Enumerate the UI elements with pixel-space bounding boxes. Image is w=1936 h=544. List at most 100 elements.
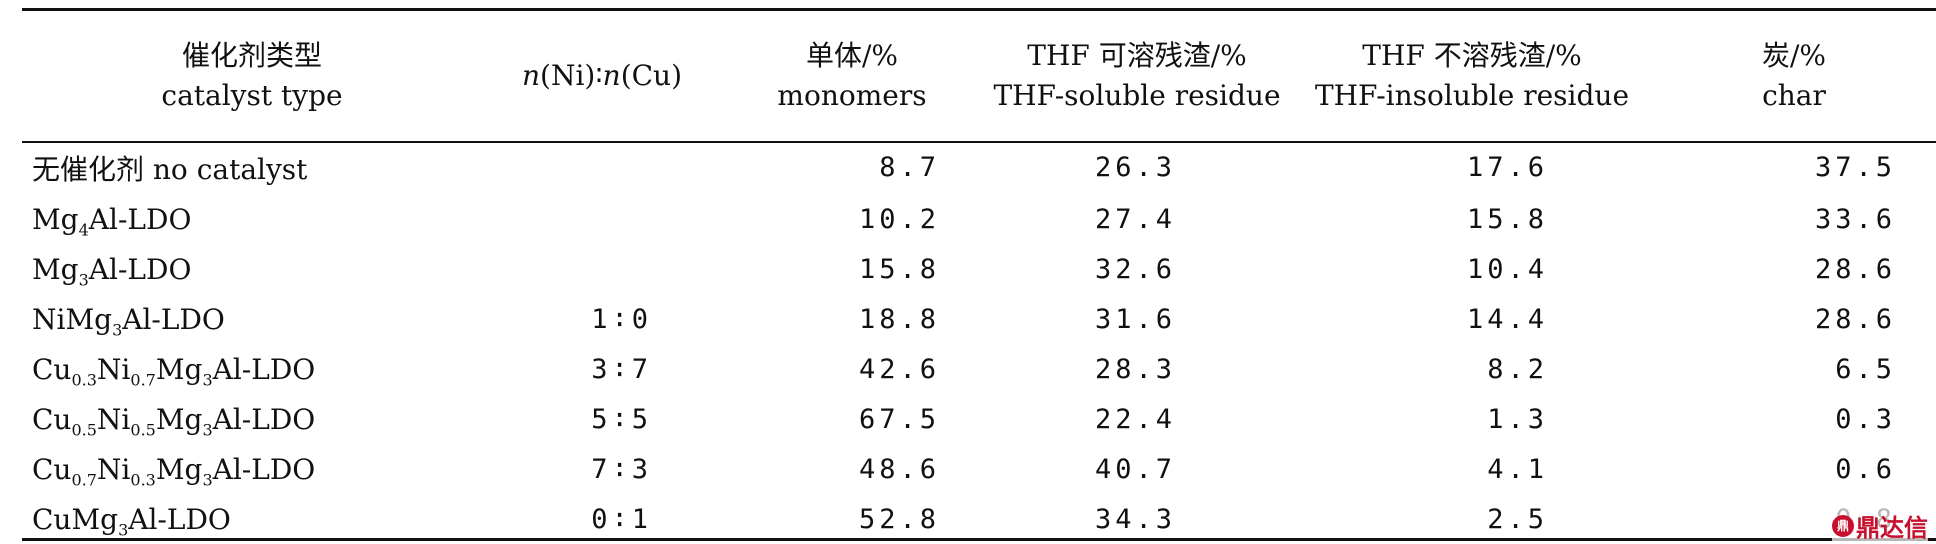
catalyst-text: 无催化剂 no catalyst xyxy=(32,152,308,186)
header-zh: 单体/% xyxy=(805,39,899,72)
cell-thf-insoluble: 4.1 xyxy=(1487,453,1548,485)
table-row: Cu0.3Ni0.7Mg3Al-LDO 3∶7 42.6 28.3 8.2 6.5 xyxy=(22,344,1936,394)
cell-catalyst: NiMg3Al-LDO xyxy=(22,294,482,344)
header-en: catalyst type xyxy=(161,79,343,112)
cell-catalyst: Mg4Al-LDO xyxy=(22,194,482,244)
cell-monomers: 42.6 xyxy=(858,353,940,385)
catalyst-subscript: 0.5 xyxy=(130,420,156,440)
cell-catalyst: Mg3Al-LDO xyxy=(22,244,482,294)
ratio-el1: (Ni) xyxy=(540,59,596,92)
catalyst-text: Al-LDO xyxy=(212,402,316,436)
cell-catalyst: Cu0.5Ni0.5Mg3Al-LDO xyxy=(22,394,482,444)
catalyst-subscript: 3 xyxy=(202,470,213,490)
cell-thf-insoluble: 2.5 xyxy=(1487,503,1548,535)
catalyst-text: Al-LDO xyxy=(212,452,316,486)
cell-monomers: 15.8 xyxy=(858,253,940,285)
catalyst-text: Ni xyxy=(96,452,131,486)
catalyst-subscript: 0.3 xyxy=(130,470,156,490)
table-row: NiMg3Al-LDO 1∶0 18.8 31.6 14.4 28.6 xyxy=(22,294,1936,344)
cell-ratio xyxy=(482,194,722,244)
data-table: 催化剂类型 catalyst type n(Ni)∶n(Cu) 单体/% mon… xyxy=(22,11,1936,544)
catalyst-subscript: 3 xyxy=(202,370,213,390)
catalyst-subscript: 0.7 xyxy=(130,370,156,390)
header-en: THF-soluble residue xyxy=(993,79,1281,112)
header-zh: 催化剂类型 xyxy=(181,39,322,72)
top-rule xyxy=(22,8,1936,11)
catalyst-subscript: 0.5 xyxy=(71,420,97,440)
cell-monomers: 18.8 xyxy=(858,303,940,335)
cell-ratio: 7∶3 xyxy=(591,453,652,485)
cell-char: 0.6 xyxy=(1835,453,1896,485)
cell-char: 6.5 xyxy=(1835,353,1896,385)
header-monomers: 单体/% monomers xyxy=(722,11,982,141)
header-rule xyxy=(22,141,1936,143)
watermark-text: 鼎达信 xyxy=(1856,514,1928,542)
cell-thf-soluble: 27.4 xyxy=(1094,203,1176,235)
header-en: monomers xyxy=(777,79,927,112)
cell-thf-soluble: 26.3 xyxy=(1094,152,1176,183)
cell-monomers: 52.8 xyxy=(858,503,940,535)
header-en: char xyxy=(1762,79,1826,112)
cell-thf-insoluble: 14.4 xyxy=(1466,303,1548,335)
catalyst-text: Mg xyxy=(32,252,79,286)
table-body: 无催化剂 no catalyst 8.7 26.3 17.6 37.5 Mg4Al-LDO… xyxy=(22,141,1936,544)
cell-monomers: 8.7 xyxy=(879,152,940,183)
catalyst-subscript: 3 xyxy=(202,420,213,440)
header-thf-insoluble: THF 不溶残渣/% THF-insoluble residue xyxy=(1292,11,1652,141)
cell-ratio xyxy=(482,141,722,194)
header-thf-soluble: THF 可溶残渣/% THF-soluble residue xyxy=(982,11,1292,141)
cell-monomers: 48.6 xyxy=(858,453,940,485)
catalyst-subscript: 3 xyxy=(78,270,89,290)
ratio-n1: n xyxy=(521,59,541,92)
ratio-n2: n xyxy=(602,59,621,92)
catalyst-subscript: 0.3 xyxy=(71,370,97,390)
catalyst-text: Ni xyxy=(96,402,131,436)
cell-catalyst: 无催化剂 no catalyst xyxy=(22,141,482,194)
catalyst-subscript: 0.7 xyxy=(71,470,97,490)
cell-ratio: 0∶1 xyxy=(591,503,652,535)
catalyst-text: Al-LDO xyxy=(88,252,192,286)
cell-char: 28.6 xyxy=(1814,253,1896,285)
cell-thf-soluble: 34.3 xyxy=(1094,503,1176,535)
ratio-el2: (Cu) xyxy=(620,59,682,92)
catalyst-text: Al-LDO xyxy=(88,202,192,236)
catalyst-text: Cu xyxy=(32,452,72,486)
header-zh: THF 不溶残渣/% xyxy=(1362,39,1582,72)
cell-char: 33.6 xyxy=(1814,203,1896,235)
cell-thf-soluble: 22.4 xyxy=(1094,403,1176,435)
header-catalyst-type: 催化剂类型 catalyst type xyxy=(22,11,482,141)
header-zh: 炭/% xyxy=(1761,39,1827,72)
catalyst-subscript: 3 xyxy=(118,520,129,540)
catalyst-text: Al-LDO xyxy=(128,502,231,536)
cell-thf-insoluble: 17.6 xyxy=(1466,152,1548,183)
table-row: Cu0.5Ni0.5Mg3Al-LDO 5∶5 67.5 22.4 1.3 0.3 xyxy=(22,394,1936,444)
cell-thf-soluble: 31.6 xyxy=(1094,303,1176,335)
cell-thf-soluble: 32.6 xyxy=(1094,253,1176,285)
cell-thf-insoluble: 8.2 xyxy=(1487,353,1548,385)
watermark-badge-icon: 鼎 xyxy=(1832,514,1854,537)
catalyst-text: Ni xyxy=(96,352,131,386)
cell-monomers: 10.2 xyxy=(858,203,940,235)
bottom-rule xyxy=(22,538,1936,541)
cell-monomers: 67.5 xyxy=(858,403,940,435)
catalyst-text: Mg xyxy=(155,452,203,486)
table-row: Mg4Al-LDO 10.2 27.4 15.8 33.6 xyxy=(22,194,1936,244)
ratio-sep: ∶ xyxy=(595,59,603,92)
watermark-logo: 鼎 鼎达信 xyxy=(1832,508,1928,543)
cell-char: 0.3 xyxy=(1835,403,1896,435)
header-row: 催化剂类型 catalyst type n(Ni)∶n(Cu) 单体/% mon… xyxy=(22,11,1936,141)
cell-thf-soluble: 40.7 xyxy=(1094,453,1176,485)
cell-ratio xyxy=(482,244,722,294)
catalyst-text: CuMg xyxy=(32,502,119,536)
catalyst-text: Al-LDO xyxy=(122,302,225,336)
catalyst-text: Mg xyxy=(155,352,203,386)
cell-catalyst: Cu0.7Ni0.3Mg3Al-LDO xyxy=(22,444,482,494)
cell-thf-insoluble: 15.8 xyxy=(1466,203,1548,235)
header-ratio: n(Ni)∶n(Cu) xyxy=(482,11,722,141)
catalyst-text: Cu xyxy=(32,352,72,386)
cell-thf-insoluble: 10.4 xyxy=(1466,253,1548,285)
catalyst-text: NiMg xyxy=(32,302,113,336)
catalyst-text: Mg xyxy=(155,402,203,436)
catalyst-text: Cu xyxy=(32,402,72,436)
catalyst-text: Al-LDO xyxy=(212,352,316,386)
